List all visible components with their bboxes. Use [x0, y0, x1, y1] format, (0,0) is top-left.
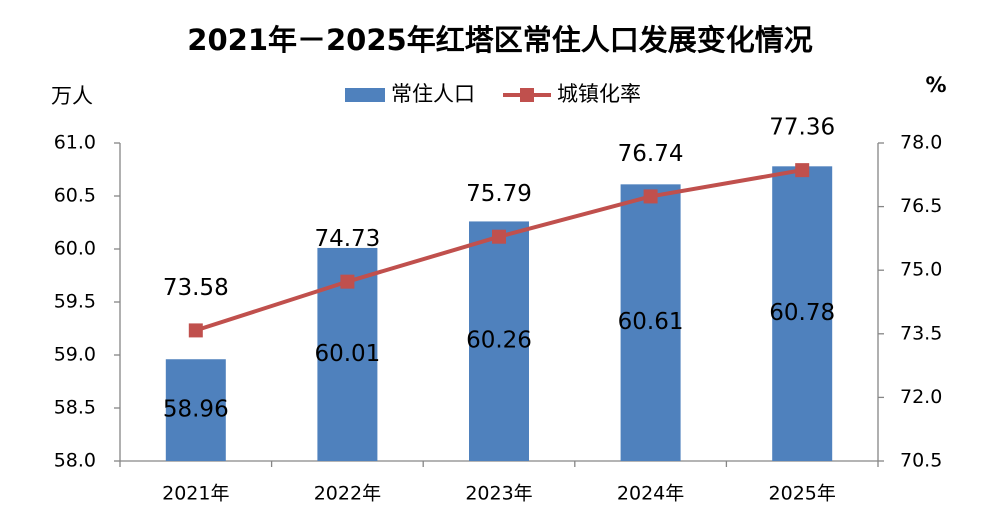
y2-tick-label: 75.0: [900, 259, 942, 281]
line-value-label: 77.36: [769, 115, 835, 141]
y2-tick-label: 72.0: [900, 386, 942, 408]
bar-value-label: 60.61: [618, 309, 684, 335]
bar-value-label: 60.01: [314, 341, 380, 367]
line-marker: [795, 163, 810, 178]
line-value-label: 75.79: [466, 181, 532, 207]
bar: [772, 166, 833, 461]
y-tick-label: 60.0: [54, 238, 96, 260]
y-tick-label: 59.0: [54, 344, 96, 366]
y-tick-label: 60.5: [54, 185, 96, 207]
bar-value-label: 58.96: [163, 397, 229, 423]
y2-tick-label: 73.5: [900, 322, 942, 344]
bar-value-label: 60.26: [466, 328, 532, 354]
x-tick-label: 2023年: [465, 483, 532, 505]
x-tick-label: 2021年: [162, 483, 229, 505]
legend-swatch: [520, 88, 534, 102]
y-axis-label: 万人: [51, 84, 93, 108]
line-value-label: 73.58: [163, 275, 229, 301]
line-value-label: 76.74: [618, 141, 684, 167]
legend-label: 城镇化率: [557, 82, 641, 106]
bar: [620, 184, 681, 461]
y2-axis-label: %: [925, 73, 946, 97]
x-tick-label: 2022年: [314, 483, 381, 505]
y-tick-label: 58.0: [54, 450, 96, 472]
y2-tick-label: 76.5: [900, 195, 942, 217]
y-tick-label: 59.5: [54, 291, 96, 313]
y2-tick-label: 70.5: [900, 450, 942, 472]
line-marker: [340, 274, 355, 289]
line-value-label: 74.73: [314, 226, 380, 252]
x-tick-label: 2024年: [617, 483, 684, 505]
bar-value-label: 60.78: [769, 300, 835, 326]
line-marker: [492, 229, 506, 244]
legend-swatch: [345, 88, 385, 102]
legend-label: 常住人口: [391, 82, 475, 106]
y2-tick-label: 78.0: [900, 132, 942, 154]
line-marker: [188, 323, 203, 338]
bar: [165, 359, 226, 461]
y-tick-label: 61.0: [54, 132, 96, 154]
y-tick-label: 58.5: [54, 397, 96, 419]
chart-title: 2021年－2025年红塔区常住人口发展变化情况: [187, 23, 812, 57]
bar: [469, 221, 529, 461]
x-tick-label: 2025年: [769, 483, 836, 505]
line-marker: [643, 189, 658, 204]
